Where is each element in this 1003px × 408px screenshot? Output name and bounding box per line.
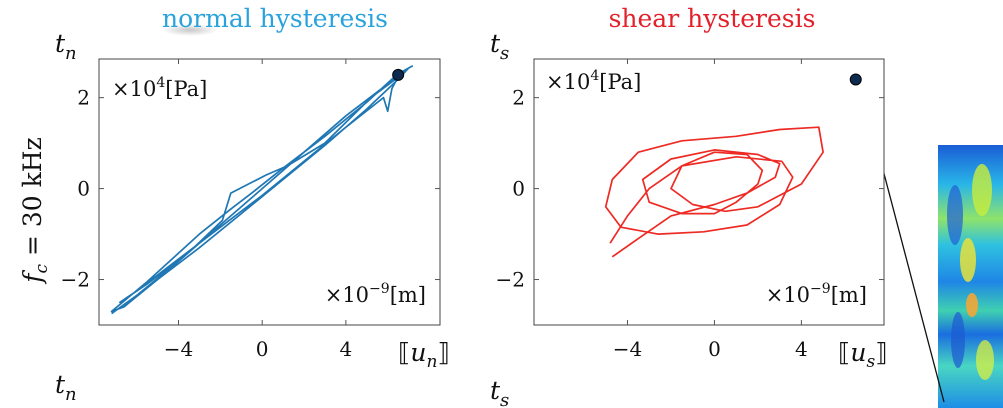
row-label: fc = 30 kHz	[18, 137, 52, 285]
chart-title: normal hysteresis	[162, 4, 388, 33]
y-axis-label-bottom: ts	[490, 376, 509, 408]
x-tick-labels: −4 0 4	[613, 337, 808, 361]
shear-hysteresis-panel: shear hysteresis −4 0 4 2 0 −2 ts ts ×104[Pa…	[490, 4, 888, 408]
x-tick-label: 4	[339, 337, 352, 361]
hysteresis-curve	[604, 126, 824, 258]
plot-area	[533, 58, 885, 326]
y-axis-label: tn	[55, 29, 77, 64]
y-tick-label: −2	[61, 268, 90, 292]
y-tick-label: 2	[77, 86, 90, 110]
x-axis-label: ⟦us⟧	[838, 338, 888, 372]
x-tick-label: 0	[256, 337, 269, 361]
x-tick-label: 4	[795, 337, 808, 361]
y-multiplier: ×104[Pa]	[112, 75, 207, 101]
x-tick-label: −4	[164, 337, 193, 361]
x-tick-label: 0	[708, 337, 721, 361]
series-group	[604, 126, 824, 258]
y-tick-label: 2	[512, 86, 525, 110]
data-point-marker	[392, 68, 405, 81]
x-tick-labels: −4 0 4	[164, 337, 352, 361]
x-axis-label: ⟦un⟧	[398, 338, 450, 372]
normal-hysteresis-panel: normal hysteresis −4 0 4 2 0 −2 tn tn ×104[P…	[55, 4, 450, 405]
marker-group	[392, 68, 405, 81]
x-tick-label: −4	[613, 337, 642, 361]
tick-marks	[99, 59, 440, 325]
x-multiplier: ×10−9[m]	[766, 281, 867, 307]
y-tick-labels: 2 0 −2	[496, 86, 525, 292]
y-tick-label: −2	[496, 268, 525, 292]
tick-marks	[534, 59, 884, 325]
y-tick-label: 0	[512, 177, 525, 201]
smudge-mark	[162, 24, 218, 36]
y-axis-label-bottom: tn	[55, 370, 77, 405]
y-tick-label: 0	[77, 177, 90, 201]
y-tick-labels: 2 0 −2	[61, 86, 90, 292]
y-axis-label: ts	[490, 29, 509, 64]
colormap-thumbnail	[938, 145, 1003, 408]
y-multiplier: ×104[Pa]	[546, 68, 641, 94]
chart-title: shear hysteresis	[609, 4, 816, 33]
marker-group	[849, 73, 862, 86]
x-multiplier: ×10−9[m]	[325, 281, 426, 307]
data-point-marker	[849, 73, 862, 86]
